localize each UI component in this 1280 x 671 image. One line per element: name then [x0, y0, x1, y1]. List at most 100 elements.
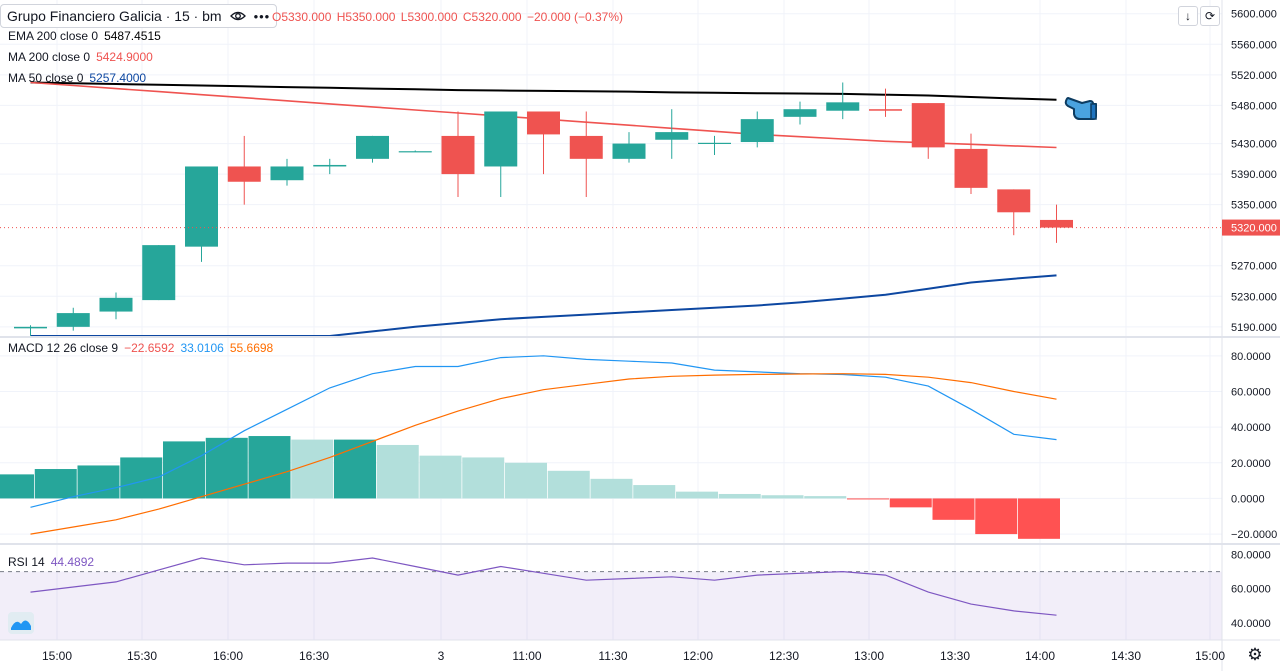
- candle-body: [740, 119, 774, 143]
- macd-histogram-bar: [847, 498, 889, 500]
- rsi-tick-label: 40.0000: [1231, 618, 1271, 630]
- separator: ·: [193, 8, 199, 24]
- candle-body: [270, 166, 304, 181]
- price-tick-label: 5520.000: [1231, 70, 1277, 82]
- macd-tick-label: 20.0000: [1231, 458, 1271, 470]
- macd-line-value: 33.0106: [180, 341, 224, 355]
- macd-histogram-bar: [248, 436, 291, 499]
- candle-body: [484, 111, 518, 167]
- candle-body: [612, 143, 646, 159]
- macd-hist-value: −22.6592: [124, 341, 175, 355]
- arrow-down-icon: ↓: [1185, 9, 1191, 23]
- candle-body: [783, 109, 817, 117]
- macd-pane: [0, 355, 1060, 539]
- macd-tick-label: 0.0000: [1231, 493, 1265, 505]
- candle-body: [569, 135, 603, 159]
- time-tick-label: 14:00: [1025, 649, 1055, 663]
- macd-histogram-bar: [334, 439, 376, 499]
- macd-histogram-bar: [505, 462, 547, 499]
- candle-body: [99, 297, 133, 312]
- candle-body: [185, 166, 218, 247]
- macd-histogram-bar: [547, 470, 590, 499]
- time-tick-label: 16:30: [299, 649, 329, 663]
- eye-icon[interactable]: [229, 8, 246, 24]
- macd-histogram-bar: [761, 495, 804, 499]
- rsi-value: 44.4892: [50, 555, 95, 569]
- rsi-tick-label: 80.0000: [1231, 550, 1271, 562]
- price-tick-label: 5390.000: [1231, 169, 1277, 181]
- macd-histogram-bar: [462, 457, 505, 499]
- ma50-value: 5257.4000: [89, 71, 147, 85]
- macd-histogram-bar: [291, 439, 334, 499]
- macd-legend[interactable]: MACD 12 26 close 9 −22.6592 33.0106 55.6698: [8, 341, 273, 355]
- time-tick-label: 11:00: [512, 649, 541, 663]
- ma200-value: 5424.9000: [96, 50, 153, 64]
- ohlc-values: O5330.000 H5350.000 L5300.000 C5320.000 …: [272, 10, 625, 24]
- macd-histogram-bar: [163, 441, 205, 499]
- macd-histogram-bar: [419, 455, 462, 499]
- candle-body: [227, 166, 261, 182]
- candle-body: [356, 135, 389, 159]
- price-tick-label: 5270.000: [1231, 261, 1277, 273]
- macd-histogram-bar: [676, 491, 718, 499]
- macd-histogram-bar: [889, 498, 932, 508]
- last-price-label: 5320.000: [1231, 223, 1277, 235]
- candle-body: [398, 151, 432, 153]
- price-tick-label: 5230.000: [1231, 291, 1277, 303]
- ema200-label: EMA 200 close 0: [8, 29, 99, 43]
- time-tick-label: 14:30: [1111, 649, 1141, 663]
- ma-line: [30, 81, 1057, 101]
- rsi-legend[interactable]: RSI 14 44.4892: [8, 555, 94, 569]
- time-tick-label: 12:00: [683, 649, 713, 663]
- ma200-legend[interactable]: MA 200 close 0 5424.9000: [8, 50, 153, 64]
- macd-tick-label: 80.0000: [1231, 351, 1271, 363]
- macd-histogram-bar: [34, 469, 77, 499]
- ohlc-high: H5350.000: [336, 10, 396, 24]
- macd-signal-value: 55.6698: [229, 341, 274, 355]
- rsi-pane: [0, 557, 1222, 641]
- macd-histogram-bar: [932, 498, 975, 520]
- rsi-tick-label: 60.0000: [1231, 584, 1271, 596]
- rsi-label: RSI 14: [8, 555, 45, 569]
- interval-label: 15: [174, 8, 190, 24]
- macd-label: MACD 12 26 close 9: [8, 341, 119, 355]
- candle-body: [142, 245, 176, 301]
- price-tick-label: 5430.000: [1231, 139, 1277, 151]
- macd-histogram-bar: [77, 465, 120, 499]
- ma50-legend[interactable]: MA 50 close 0 5257.4000: [8, 71, 146, 85]
- macd-histogram-bar: [633, 485, 676, 499]
- exchange-label: bm: [202, 8, 222, 24]
- candle-body: [826, 102, 860, 111]
- time-tick-label: 3: [438, 649, 445, 663]
- ema200-legend[interactable]: EMA 200 close 0 5487.4515: [8, 29, 161, 43]
- macd-series-line: [30, 355, 1057, 508]
- macd-series-line: [30, 373, 1057, 535]
- candle-body: [56, 313, 90, 327]
- time-tick-label: 15:00: [42, 649, 72, 663]
- candle-body: [954, 148, 988, 188]
- candle-body: [698, 142, 731, 144]
- candle-body: [441, 135, 475, 175]
- macd-tick-label: 40.0000: [1231, 422, 1271, 434]
- macd-histogram-bar: [804, 496, 847, 499]
- ohlc-change: −20.000 (−0.37%): [526, 10, 624, 24]
- time-tick-label: 13:00: [854, 649, 884, 663]
- symbol-legend[interactable]: Grupo Financiero Galicia · 15 · bm •••: [0, 4, 278, 28]
- separator: ·: [165, 8, 171, 24]
- macd-histogram-bar: [1018, 498, 1060, 539]
- more-icon[interactable]: •••: [253, 8, 271, 24]
- time-tick-label: 12:30: [769, 649, 799, 663]
- macd-histogram-bar: [590, 478, 633, 499]
- price-tick-label: 5350.000: [1231, 200, 1277, 212]
- candle-body: [527, 111, 560, 135]
- maximize-button[interactable]: ⟳: [1200, 6, 1220, 26]
- candle-body: [869, 109, 902, 111]
- candle-body: [14, 326, 47, 329]
- tradingview-logo[interactable]: [8, 612, 34, 634]
- settings-gear-icon[interactable]: ⚙: [1247, 645, 1263, 664]
- scroll-down-button[interactable]: ↓: [1178, 6, 1198, 26]
- price-tick-label: 5190.000: [1231, 322, 1277, 334]
- candle-body: [1040, 219, 1073, 228]
